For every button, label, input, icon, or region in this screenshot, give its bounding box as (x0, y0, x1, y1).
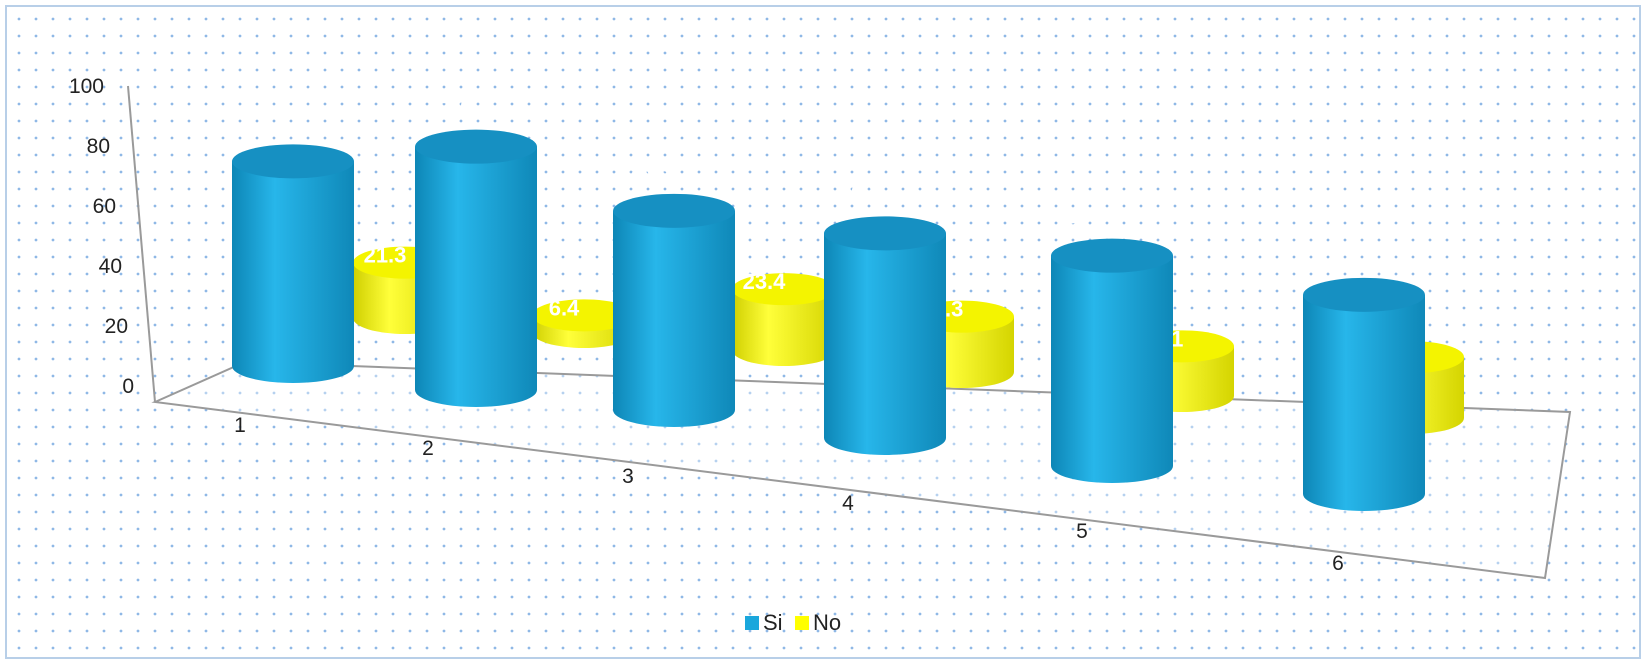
bar-top (824, 216, 946, 251)
bar-top (1303, 277, 1425, 312)
legend-swatch (795, 616, 809, 630)
bar-top (232, 144, 354, 179)
x-category-label: 2 (422, 437, 434, 460)
legend-label: Si (763, 610, 783, 635)
bar-top (1051, 238, 1173, 273)
bar-si-4: 78.7 (824, 181, 946, 455)
x-category-label: 1 (234, 414, 246, 437)
bar-body (613, 210, 735, 427)
y-tick-label: 0 (122, 375, 134, 398)
legend-label: No (813, 610, 841, 635)
data-label: 6.4 (549, 295, 580, 320)
data-label: 93.6 (430, 95, 473, 120)
bar-no-2: 6.4 (532, 295, 636, 348)
y-axis-ticks: 0 20 40 60 80 100 (69, 75, 134, 398)
bar-body (415, 146, 537, 407)
y-tick-label: 80 (87, 135, 110, 158)
chart-border (5, 5, 1641, 659)
bar-body (1051, 255, 1173, 483)
bar-body (1303, 294, 1425, 511)
bar-top (613, 193, 735, 228)
legend-swatch (745, 616, 759, 630)
x-category-label: 5 (1076, 520, 1088, 543)
bar-body (732, 289, 836, 366)
plot-floor (151, 360, 1572, 580)
data-label: 80.9 (1066, 204, 1109, 229)
data-label: 23.4 (743, 269, 787, 294)
bar-si-5: 80.9 (1051, 204, 1173, 483)
bar-top (415, 129, 537, 164)
x-category-label: 6 (1332, 552, 1344, 575)
data-label: 21.3 (364, 243, 407, 268)
bar-top (732, 273, 836, 306)
y-axis-line (127, 85, 156, 403)
data-label: 78.7 (247, 109, 290, 134)
x-category-label: 4 (842, 492, 854, 515)
y-tick-label: 60 (93, 195, 116, 218)
bar-top (532, 299, 636, 332)
bar-body (824, 233, 946, 455)
bar-si-3: 76.6 (613, 159, 735, 427)
data-label: 78.7 (839, 181, 882, 206)
bar-body (232, 161, 354, 383)
data-label: 76.6 (1318, 243, 1361, 268)
data-label: 76.6 (628, 159, 671, 184)
chart-floor (127, 85, 1572, 580)
bar-si-1: 78.7 (232, 109, 354, 383)
y-tick-label: 100 (69, 75, 104, 98)
y-tick-label: 20 (105, 315, 128, 338)
x-axis-categories: 1 2 3 4 5 6 (234, 414, 1344, 575)
x-category-label: 3 (622, 465, 634, 488)
bar-si-6: 76.6 (1303, 243, 1425, 511)
y-tick-label: 40 (99, 255, 122, 278)
bar-si-2: 93.6 (415, 95, 537, 407)
legend: Si No (745, 610, 841, 635)
bar-no-3: 23.4 (732, 269, 836, 366)
bars: 21.378.76.493.623.476.621.378.719.180.92… (232, 95, 1464, 511)
